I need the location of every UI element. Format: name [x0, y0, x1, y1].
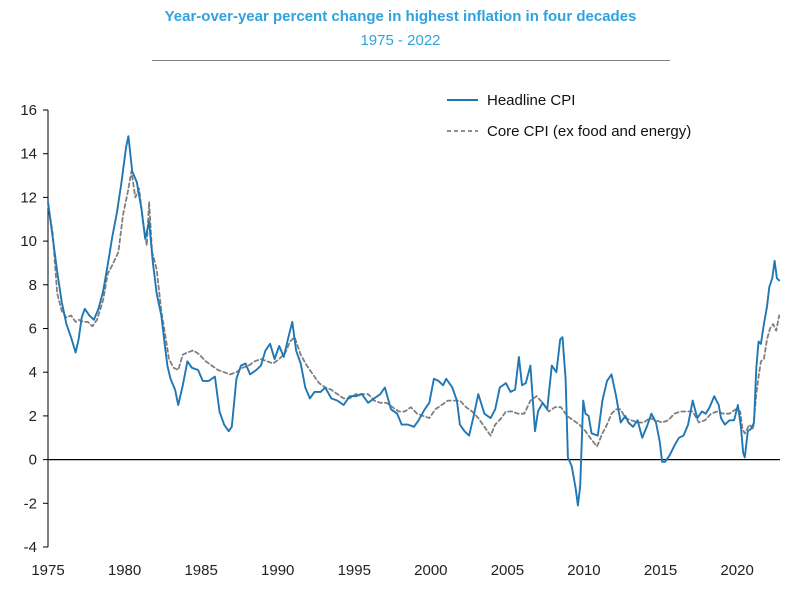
x-tick-label: 1980: [108, 562, 141, 579]
x-tick-label: 1995: [338, 562, 371, 579]
x-tick-label: 2015: [644, 562, 677, 579]
legend-label-core: Core CPI (ex food and energy): [487, 123, 691, 140]
y-tick-label: 4: [29, 364, 37, 381]
x-tick-label: 2020: [720, 562, 753, 579]
headline-cpi-line: [47, 135, 781, 507]
chart-title: Year-over-year percent change in highest…: [164, 8, 637, 25]
series-group: [47, 135, 781, 507]
legend: Headline CPI Core CPI (ex food and energy…: [447, 92, 691, 140]
x-tick-label: 1985: [184, 562, 217, 579]
x-tick-label: 1975: [31, 562, 64, 579]
x-axis: 1975 1980 1985 1990 1995 2000 2005 2010 2015 2020: [31, 459, 780, 579]
y-tick-label: 2: [29, 408, 37, 425]
y-tick-label: 14: [20, 146, 37, 163]
y-tick-label: 0: [29, 452, 37, 469]
y-tick-label: 6: [29, 321, 37, 338]
core-cpi-line: [47, 170, 781, 448]
y-tick-label: -4: [24, 539, 37, 556]
title-divider: [152, 60, 670, 61]
x-tick-label: 2010: [567, 562, 600, 579]
y-tick-label: 8: [29, 277, 37, 294]
y-tick-label: 10: [20, 233, 37, 250]
chart-subtitle: 1975 - 2022: [360, 32, 441, 49]
y-tick-label: -2: [24, 495, 37, 512]
x-tick-label: 2005: [491, 562, 524, 579]
y-tick-label: 16: [20, 102, 37, 119]
x-tick-label: 2000: [414, 562, 447, 579]
legend-label-headline: Headline CPI: [487, 92, 575, 109]
y-tick-label: 12: [20, 189, 37, 206]
y-axis: 16 14 12 10 8 6 4 2 0 -2 -4: [20, 102, 49, 556]
x-tick-label: 1990: [261, 562, 294, 579]
